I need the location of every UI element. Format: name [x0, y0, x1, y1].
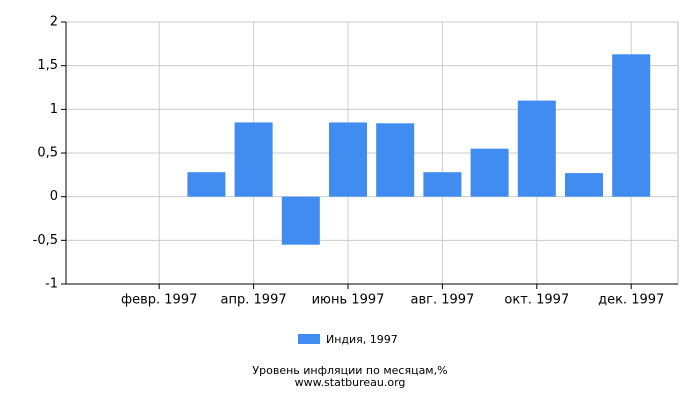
x-tick-label: авг. 1997 — [410, 293, 474, 308]
bar — [517, 100, 556, 197]
y-tick-label: -1 — [45, 277, 58, 292]
bar — [187, 172, 226, 197]
x-tick-label: окт. 1997 — [504, 293, 569, 308]
source: www.statbureau.org — [295, 376, 406, 389]
y-tick-label: 0,5 — [37, 146, 58, 161]
y-tick-label: 1,5 — [37, 58, 58, 73]
bar — [612, 54, 651, 197]
legend-swatch — [298, 334, 320, 344]
bar — [423, 172, 462, 197]
bar — [234, 122, 273, 197]
x-tick-label: февр. 1997 — [121, 293, 197, 308]
y-tick-label: 1 — [50, 102, 58, 117]
x-tick-label: июнь 1997 — [312, 293, 385, 308]
bar — [281, 196, 320, 245]
x-tick-label: апр. 1997 — [221, 293, 287, 308]
legend-label: Индия, 1997 — [326, 333, 398, 346]
y-tick-label: 2 — [50, 15, 58, 30]
y-tick-label: -0,5 — [33, 233, 58, 248]
bar — [470, 148, 509, 197]
x-tick-label: дек. 1997 — [598, 293, 664, 308]
chart-title: Уровень инфляции по месяцам,% — [252, 364, 447, 377]
bar — [376, 123, 415, 197]
y-tick-label: 0 — [50, 189, 58, 204]
bar — [565, 173, 603, 197]
bar — [329, 122, 367, 197]
